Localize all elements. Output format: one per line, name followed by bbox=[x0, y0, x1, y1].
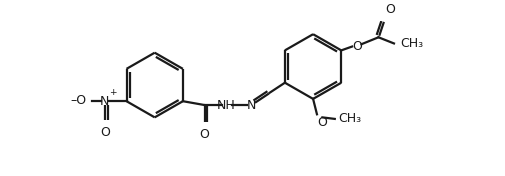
Text: O: O bbox=[199, 128, 209, 141]
Text: NH: NH bbox=[217, 99, 235, 112]
Text: N: N bbox=[246, 99, 255, 112]
Text: O: O bbox=[317, 116, 327, 129]
Text: CH₃: CH₃ bbox=[338, 112, 361, 125]
Text: O: O bbox=[351, 40, 361, 53]
Text: N: N bbox=[100, 95, 109, 108]
Text: CH₃: CH₃ bbox=[399, 37, 423, 50]
Text: –O: –O bbox=[70, 94, 86, 107]
Text: O: O bbox=[385, 3, 394, 16]
Text: O: O bbox=[99, 126, 110, 139]
Text: +: + bbox=[109, 88, 116, 97]
